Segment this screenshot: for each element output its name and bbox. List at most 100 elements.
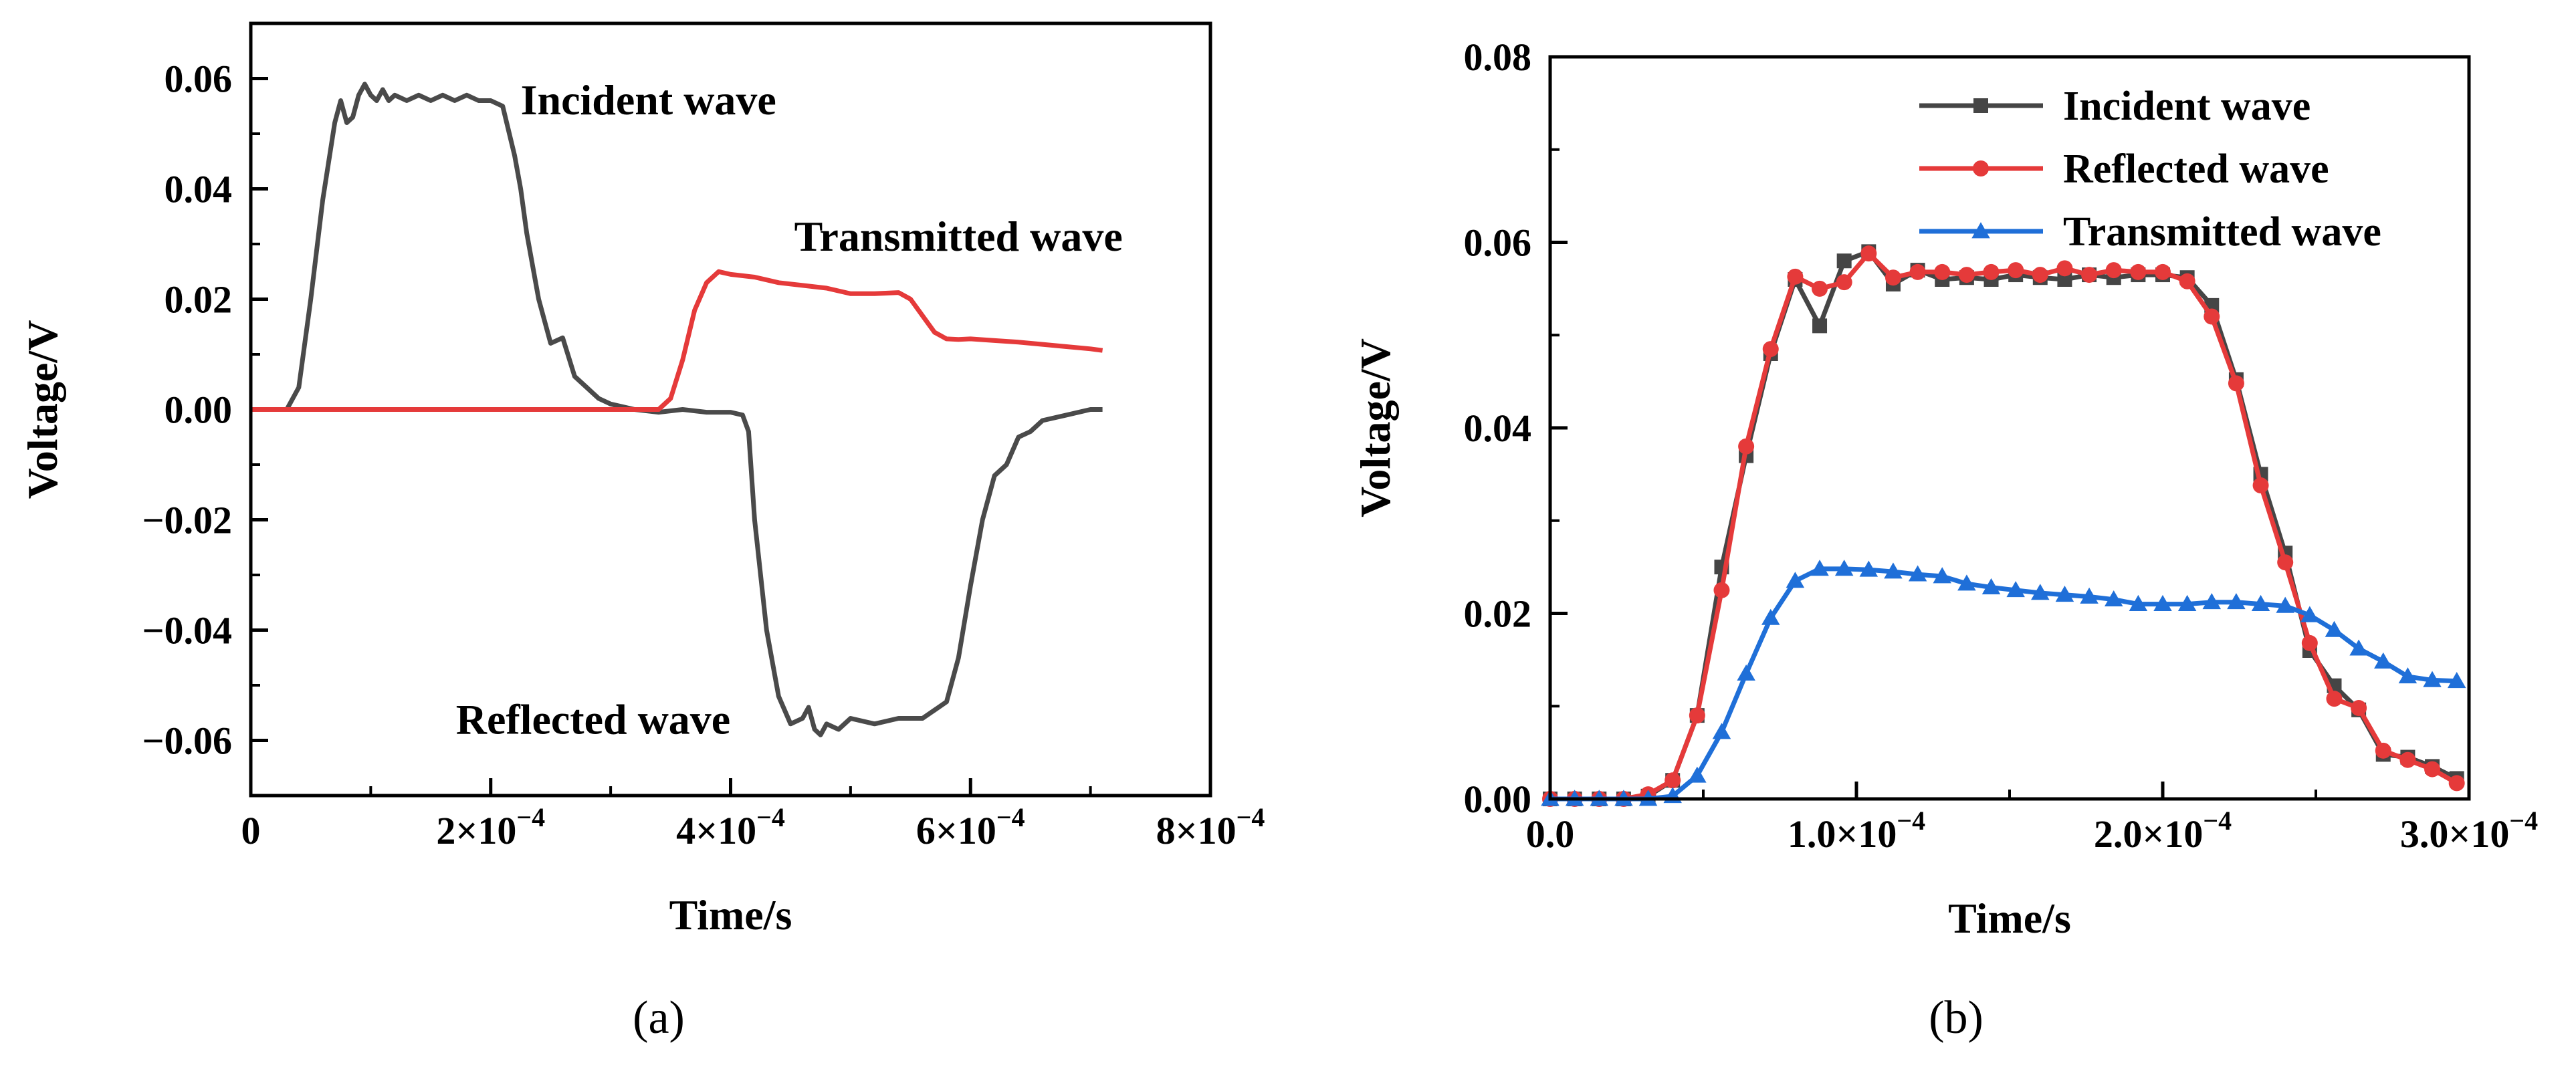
- data-point-transmitted-wave: [1884, 562, 1903, 579]
- data-point-reflected-wave: [2301, 634, 2318, 651]
- y-tick-label: −0.06: [142, 719, 232, 763]
- legend-label: Incident wave: [2063, 84, 2311, 129]
- data-point-reflected-wave: [2252, 477, 2269, 494]
- panel-b-label: (b): [1929, 992, 1983, 1044]
- data-point-transmitted-wave: [1834, 560, 1854, 576]
- data-point-incident-wave: [1812, 318, 1828, 334]
- data-point-transmitted-wave: [2423, 671, 2442, 687]
- data-point-reflected-wave: [1738, 438, 1755, 455]
- data-point-reflected-wave: [1812, 280, 1828, 297]
- series-line-transmitted-wave: [251, 269, 1103, 412]
- panel-b-x-axis-title: Time/s: [1948, 895, 2071, 942]
- panel-b-series: [1541, 244, 2466, 807]
- data-point-transmitted-wave: [2325, 620, 2344, 637]
- data-point-reflected-wave: [2008, 262, 2024, 279]
- data-point-reflected-wave: [2105, 262, 2122, 279]
- data-point-transmitted-wave: [1712, 723, 1731, 739]
- data-point-transmitted-wave: [1688, 766, 1707, 783]
- data-point-transmitted-wave: [2080, 587, 2099, 604]
- panel-a-series: [251, 82, 1103, 737]
- panel-b-plot-frame: [1548, 55, 2471, 801]
- data-point-transmitted-wave: [2276, 596, 2294, 613]
- data-point-reflected-wave: [1836, 274, 1852, 291]
- data-point-transmitted-wave: [2153, 594, 2172, 611]
- data-point-transmitted-wave: [2177, 594, 2197, 611]
- data-point-transmitted-wave: [1981, 578, 2001, 594]
- data-point-incident-wave: [1836, 253, 1852, 269]
- data-point-transmitted-wave: [2129, 594, 2148, 611]
- data-point-reflected-wave: [2375, 742, 2391, 759]
- panel-a-x-axis-title: Time/s: [669, 891, 792, 939]
- y-tick-label: 0.04: [165, 168, 233, 211]
- data-point-transmitted-wave: [1737, 664, 1755, 681]
- legend-item-reflected-wave: Reflected wave: [1919, 146, 2329, 192]
- data-point-transmitted-wave: [2031, 584, 2050, 600]
- legend-label: Transmitted wave: [2063, 209, 2381, 255]
- y-tick-label: 0.00: [165, 388, 233, 432]
- data-point-transmitted-wave: [1761, 608, 1780, 625]
- annotation-transmitted-wave: Transmitted wave: [794, 213, 1123, 260]
- data-point-reflected-wave: [1885, 269, 1901, 286]
- y-tick-label: 0.06: [165, 57, 233, 101]
- data-point-reflected-wave: [1665, 772, 1681, 789]
- data-point-transmitted-wave: [1957, 574, 1976, 591]
- x-tick-label: 0.0: [1526, 812, 1575, 856]
- legend-item-transmitted-wave: Transmitted wave: [1919, 209, 2381, 255]
- data-point-reflected-wave: [2424, 761, 2441, 778]
- legend-swatch-marker: [1973, 160, 1989, 176]
- series-line-reflected-wave: [1550, 251, 2458, 802]
- data-point-reflected-wave: [1934, 263, 1951, 280]
- data-point-reflected-wave: [1689, 707, 1705, 724]
- data-point-reflected-wave: [2326, 691, 2343, 707]
- data-point-reflected-wave: [2179, 273, 2195, 289]
- data-point-transmitted-wave: [2447, 672, 2466, 689]
- data-point-transmitted-wave: [1786, 572, 1805, 588]
- panel-a-plot-frame: [249, 21, 1212, 798]
- y-tick-label: 0.00: [1464, 778, 1532, 821]
- legend-label: Reflected wave: [2063, 146, 2329, 192]
- data-point-reflected-wave: [1762, 341, 1779, 358]
- data-point-reflected-wave: [2130, 263, 2147, 280]
- data-point-transmitted-wave: [2374, 652, 2393, 669]
- data-point-transmitted-wave: [2227, 593, 2246, 610]
- data-point-transmitted-wave: [1810, 560, 1829, 576]
- legend-swatch-marker: [1973, 98, 1988, 113]
- y-tick-label: 0.08: [1464, 35, 1532, 79]
- data-point-reflected-wave: [1958, 267, 1975, 283]
- data-point-reflected-wave: [1983, 263, 2000, 280]
- data-point-transmitted-wave: [1859, 560, 1879, 577]
- data-point-transmitted-wave: [2055, 586, 2074, 602]
- data-point-transmitted-wave: [1933, 567, 1951, 584]
- data-point-reflected-wave: [2081, 267, 2098, 283]
- data-point-transmitted-wave: [2006, 581, 2025, 598]
- data-point-reflected-wave: [1713, 582, 1730, 598]
- panel-b-legend: Incident wave Reflected wave Transmitted w…: [1919, 84, 2381, 255]
- data-point-reflected-wave: [1909, 263, 1926, 280]
- data-point-transmitted-wave: [2300, 606, 2319, 622]
- legend-swatch-marker: [1971, 222, 1990, 239]
- panel-a-y-axis-title: Voltage/V: [19, 320, 66, 499]
- legend-item-incident-wave: Incident wave: [1919, 84, 2311, 129]
- data-point-reflected-wave: [1860, 245, 1877, 262]
- data-point-transmitted-wave: [2349, 639, 2368, 656]
- data-point-reflected-wave: [2228, 375, 2244, 392]
- data-point-reflected-wave: [2448, 775, 2465, 792]
- data-point-reflected-wave: [2204, 308, 2220, 325]
- x-tick-label: 4×10−4: [676, 802, 785, 852]
- panel-b-y-axis-title: Voltage/V: [1352, 338, 1399, 517]
- y-tick-label: −0.04: [142, 609, 232, 653]
- data-point-transmitted-wave: [2251, 594, 2270, 611]
- data-point-transmitted-wave: [2104, 590, 2123, 606]
- y-tick-label: 0.02: [165, 278, 233, 322]
- annotation-reflected-wave: Reflected wave: [456, 696, 730, 743]
- data-point-reflected-wave: [2155, 263, 2171, 280]
- x-tick-label: 0: [241, 809, 261, 852]
- data-point-incident-wave: [2057, 272, 2072, 287]
- data-point-reflected-wave: [1787, 268, 1804, 285]
- data-point-reflected-wave: [2032, 267, 2048, 283]
- data-point-transmitted-wave: [1908, 565, 1927, 582]
- y-tick-label: 0.04: [1464, 406, 1532, 450]
- series-line-incident-wave: [251, 82, 1103, 737]
